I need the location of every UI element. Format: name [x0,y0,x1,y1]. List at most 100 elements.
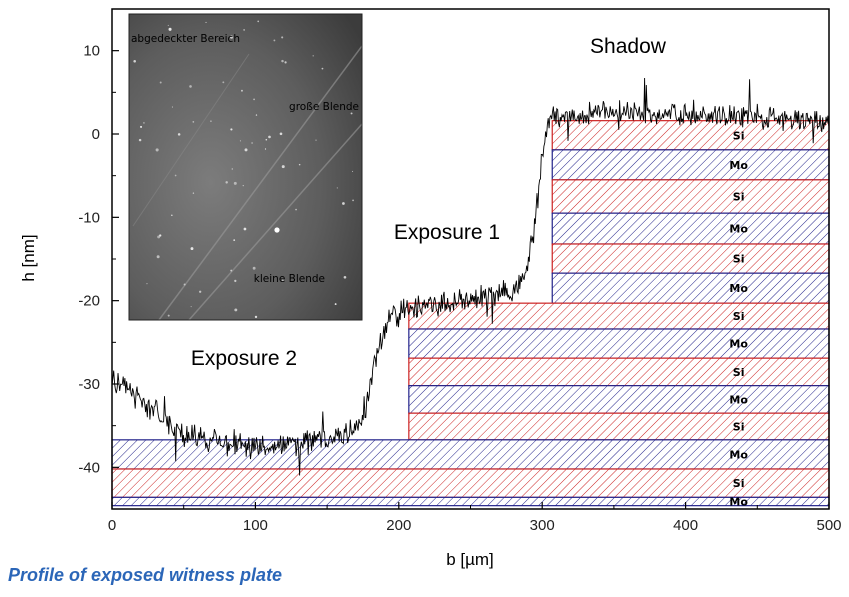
inset-content [132,20,362,320]
inset-frame [128,13,363,321]
inset-speck [242,184,244,187]
inset-speck [171,214,173,216]
inset-speck [336,187,338,189]
layer-label: Si [733,310,745,323]
inset-speck [244,148,248,152]
layer-label: Si [733,191,745,204]
y-tick-label: 0 [92,126,100,143]
layer-mo-2-0 [111,439,830,470]
inset-label: kleine Blende [254,273,325,285]
inset-speck [265,138,268,141]
x-tick-label: 300 [530,517,555,534]
inset-speck [192,192,195,194]
inset-speck [312,55,314,57]
inset-label: große Blende [289,101,359,113]
inset-speck [189,85,192,88]
inset-speck [342,202,345,205]
inset-speck [210,120,212,122]
inset-speck [230,35,234,39]
layer-label: Mo [729,393,748,406]
inset-edge-line [132,53,250,227]
layer-label: Mo [729,223,748,236]
inset-speck [174,174,177,177]
inset-speck [243,29,245,31]
inset-edge-line [188,123,362,320]
inset-speck [239,140,241,142]
y-axis-title: h [nm] [19,234,38,281]
layer-stacks: Si Mo Si Mo Si Mo Si Mo Si Mo Si Mo Si Mo [111,120,830,509]
inset-speck [350,112,353,115]
inset-speck [352,199,354,202]
inset-speck [315,139,317,141]
layer-label: Mo [729,448,748,461]
layer-si-1-4 [408,412,830,441]
inset-speck [241,89,243,92]
inset-speck [140,125,143,128]
x-tick-label: 400 [673,517,698,534]
region-label-exposure1: Exposure 1 [394,221,500,244]
layer-si-2-1 [111,468,830,498]
inset-speck [171,106,173,108]
region-label-shadow: Shadow [590,35,667,58]
inset-speck [168,27,172,31]
inset-label: abgedeckter Bereich [131,33,240,45]
inset-speck [281,59,284,63]
layer-si-1-2 [408,357,830,387]
inset-edge-line [158,45,362,320]
inset-speck [146,283,148,285]
inset-speck [281,36,284,39]
inset-speck [159,81,162,84]
inset-speck [190,306,192,308]
layer-mo-0-3 [551,212,830,245]
inset-speck [251,142,253,144]
layer-mo-0-1 [551,149,830,181]
inset-speck [167,314,170,317]
layer-label: Mo [729,159,748,172]
layer-label: Mo [729,496,748,509]
inset-speck [138,138,142,142]
inset-speck [252,266,256,270]
layer-mo-1-1 [408,328,830,359]
layer-label: Si [733,477,745,490]
inset-speck [225,181,228,184]
inset-speck [143,122,145,124]
inset-speck [343,275,347,279]
inset-speck [268,135,271,139]
x-tick-label: 500 [816,517,841,534]
inset-speck [282,279,284,281]
inset-speck [264,148,267,150]
inset-speck [352,170,354,172]
layer-mo-0-5 [551,272,830,304]
inset-speck [205,21,207,23]
region-label-exposure2: Exposure 2 [191,347,297,370]
inset-speck [253,98,255,101]
inset-speck [243,227,247,231]
x-tick-label: 100 [243,517,268,534]
inset-speck [254,315,258,319]
inset-bright-spot [274,227,280,233]
inset-speck [298,163,301,166]
inset-speck [167,24,169,27]
layer-label: Si [733,366,745,379]
inset-speck [222,81,225,84]
y-tick-label: -10 [78,209,100,226]
inset-speck [177,133,181,136]
y-tick-label: -30 [78,376,100,393]
inset-speck [133,59,136,63]
layer-label: Si [733,253,745,266]
inset-speck [199,290,202,293]
layer-mo-1-3 [408,385,830,414]
inset-speck [231,168,233,170]
inset-speck [190,247,194,251]
inset-speck [257,20,260,23]
inset-speck [230,269,233,272]
y-tick-label: -40 [78,459,100,476]
inset-speck [234,279,237,283]
layer-label: Si [733,421,745,434]
x-axis-title: b [µm] [446,550,494,569]
inset-speck [234,308,238,312]
inset-speck [281,165,285,169]
layer-label: Mo [729,338,748,351]
